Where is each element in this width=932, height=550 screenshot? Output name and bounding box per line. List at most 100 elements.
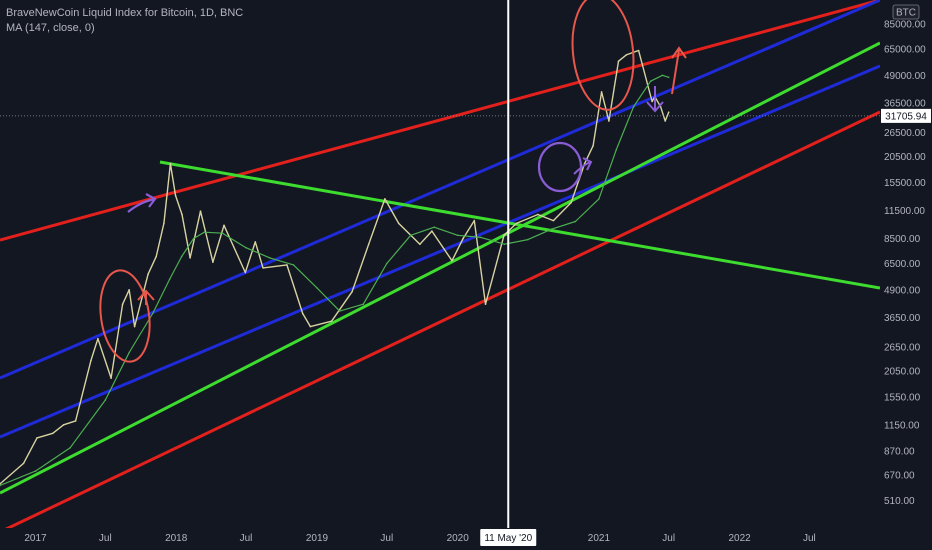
price-axis[interactable]: 85000.00 65000.00 49000.00 36500.00 26500.00…	[880, 0, 932, 550]
down-arrow-icon	[646, 86, 664, 113]
annotations	[99, 0, 687, 363]
price-point	[451, 259, 453, 262]
price-point	[155, 255, 157, 258]
ma-point	[151, 312, 154, 315]
ma-point	[386, 262, 388, 265]
ma-point	[661, 74, 664, 77]
circle-annotation-2021-top	[571, 0, 635, 111]
price-point	[199, 210, 202, 212]
price-point	[128, 289, 130, 291]
ma-point	[649, 80, 652, 82]
ma-point	[203, 231, 206, 233]
ma-point	[69, 446, 71, 449]
price-point	[0, 483, 1, 485]
last-price-tag	[881, 108, 931, 123]
price-point	[667, 111, 670, 113]
x-tick-label: 2017	[24, 533, 47, 544]
price-point	[484, 303, 487, 306]
ma-point	[574, 220, 577, 223]
x-tick-label: 2021	[588, 533, 611, 544]
price-point	[330, 320, 333, 323]
circle-annotation-2020	[537, 141, 583, 193]
price-point	[110, 377, 112, 379]
y-tick-label: 870.00	[884, 446, 915, 457]
price-point	[664, 120, 666, 122]
trend-channels	[0, 0, 880, 528]
ma-point	[168, 278, 171, 280]
ma-point	[503, 243, 506, 245]
y-tick-label: 85000.00	[884, 20, 926, 31]
y-tick-label: 1150.00	[884, 420, 920, 431]
channel-green-falling	[159, 160, 880, 290]
price-point	[367, 243, 370, 245]
x-tick-label: 2020	[447, 533, 470, 544]
ma-point	[221, 232, 224, 234]
price-point	[570, 201, 572, 204]
price-point	[163, 222, 165, 225]
up-arrow-icon	[137, 289, 155, 305]
y-tick-label: 36500.00	[884, 98, 926, 109]
y-tick-label: 510.00	[884, 496, 915, 507]
x-tick-label: 2022	[728, 533, 751, 544]
ma-point	[456, 234, 459, 237]
ma-point	[480, 236, 482, 239]
ma-point	[245, 246, 247, 249]
price-point	[462, 237, 464, 240]
symbol-title[interactable]: BraveNewCoin Liquid Index for Bitcoin, 1…	[6, 7, 244, 19]
x-tick-label: Jul	[99, 533, 112, 544]
arrow-icon	[127, 193, 157, 213]
price-point	[169, 162, 172, 165]
ma-point	[338, 310, 341, 312]
ma-point	[667, 76, 670, 79]
y-tick-label: 8500.00	[884, 234, 921, 245]
time-axis[interactable]: 2017 Jul 2018 Jul 2019 Jul 2020 2021 Jul 2022 Jul	[0, 528, 932, 550]
indicator-label[interactable]: MA (147, close, 0)	[6, 22, 95, 34]
x-tick-label: 2019	[306, 533, 329, 544]
price-point	[174, 194, 177, 197]
price-point	[52, 432, 54, 435]
up-arrow-icon	[671, 46, 687, 95]
ma-point	[409, 234, 412, 237]
channel-green-rising	[0, 41, 880, 495]
currency-badge-label: BTC	[896, 8, 916, 19]
price-point	[592, 145, 594, 147]
price-point	[90, 359, 92, 362]
y-tick-label: 26500.00	[884, 128, 926, 139]
price-point	[262, 267, 264, 269]
crosshair-date-label: 11 May '20	[484, 533, 532, 544]
price-point	[62, 424, 65, 426]
price-point	[244, 271, 247, 274]
price-point	[351, 290, 353, 293]
price-point	[133, 325, 136, 328]
y-tick-label: 1550.00	[884, 393, 921, 404]
y-tick-label: 4900.00	[884, 285, 921, 296]
ma-point	[128, 351, 130, 354]
ma-point	[269, 257, 271, 259]
ma-point	[34, 470, 37, 472]
price-point	[625, 54, 628, 56]
price-point	[608, 120, 610, 122]
ma-point	[632, 105, 635, 108]
channel-upper-blue	[0, 0, 880, 380]
price-point	[97, 337, 99, 340]
ma-point	[551, 228, 553, 230]
price-point	[617, 60, 620, 62]
price-point	[22, 462, 25, 465]
ma-line	[0, 74, 669, 487]
price-point	[212, 261, 214, 263]
ma-point	[0, 484, 1, 487]
series-layer	[0, 49, 670, 487]
y-tick-label: 20500.00	[884, 152, 926, 163]
ma-point	[433, 226, 436, 228]
time-axis-background	[0, 528, 932, 550]
ma-point	[292, 264, 295, 266]
currency-badge[interactable]	[892, 4, 920, 20]
y-tick-label: 15500.00	[884, 178, 926, 189]
price-point	[286, 264, 288, 266]
channel-upper-red	[0, 0, 880, 242]
price-point	[74, 420, 77, 422]
price-point	[397, 222, 400, 225]
price-point	[600, 91, 603, 93]
